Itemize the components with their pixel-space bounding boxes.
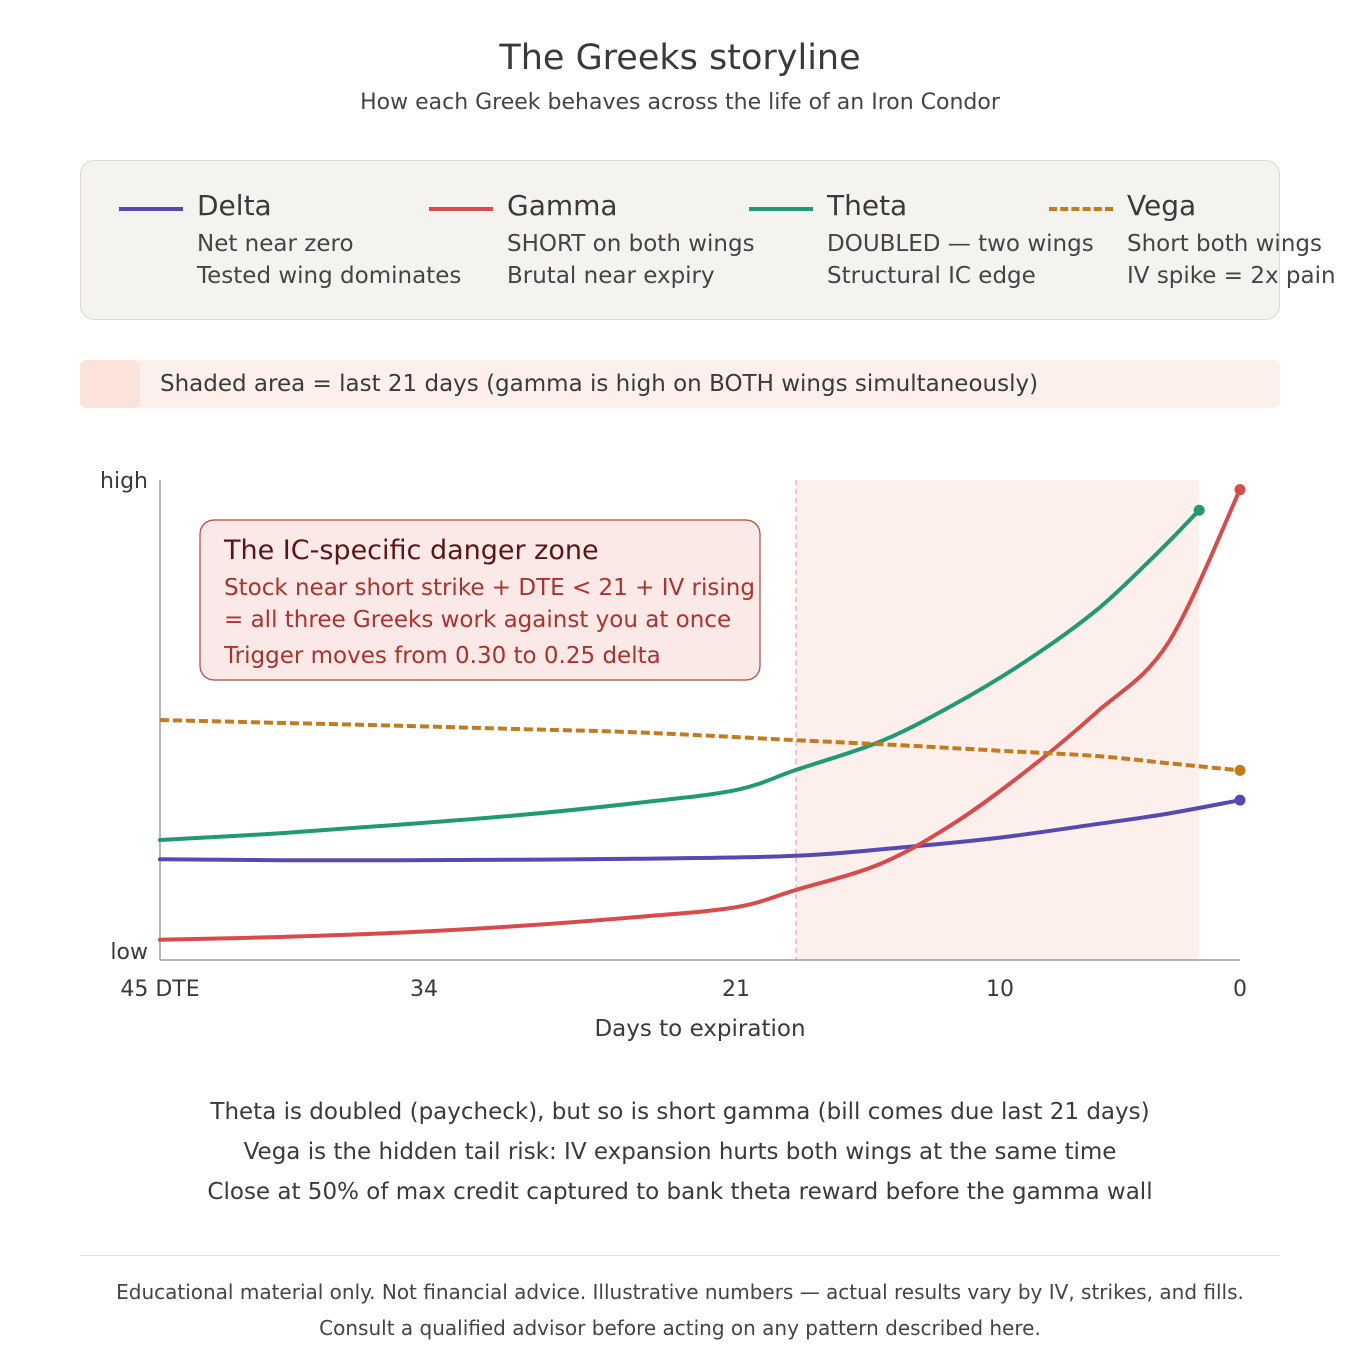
legend-desc-delta-2: Tested wing dominates bbox=[197, 263, 462, 289]
greeks-line-chart: high low 45 DTE 34 21 10 0 Days to expiration T… bbox=[100, 469, 1247, 1042]
danger-zone-title: The IC-specific danger zone bbox=[223, 535, 599, 566]
x-tick-label: 45 DTE bbox=[120, 977, 199, 1002]
legend-desc-gamma-2: Brutal near expiry bbox=[507, 263, 715, 289]
shaded-area-note: Shaded area = last 21 days (gamma is hig… bbox=[80, 360, 1280, 408]
page-title: The Greeks storyline bbox=[499, 38, 861, 78]
legend-desc-gamma-1: SHORT on both wings bbox=[507, 231, 755, 257]
legend-swatch-vega bbox=[1049, 207, 1113, 211]
danger-zone-line-3: Trigger moves from 0.30 to 0.25 delta bbox=[223, 643, 661, 669]
takeaway-note-1: Theta is doubled (paycheck), but so is s… bbox=[210, 1099, 1150, 1125]
takeaway-notes: Theta is doubled (paycheck), but so is s… bbox=[0, 1096, 1360, 1216]
y-axis-low-label: low bbox=[110, 940, 148, 965]
danger-zone-line-2: = all three Greeks work against you at o… bbox=[224, 607, 731, 633]
legend: Delta Net near zero Tested wing dominate… bbox=[80, 160, 1336, 320]
legend-swatch-theta bbox=[749, 207, 813, 211]
x-tick-label: 10 bbox=[986, 977, 1014, 1002]
y-axis-high-label: high bbox=[100, 469, 148, 494]
shaded-area-note-text: Shaded area = last 21 days (gamma is hig… bbox=[160, 371, 1039, 397]
shaded-last-21-days-region bbox=[796, 480, 1200, 960]
series-end-marker-vega bbox=[1234, 764, 1246, 776]
x-tick-label: 21 bbox=[722, 977, 750, 1002]
legend-desc-vega-1: Short both wings bbox=[1127, 231, 1322, 257]
legend-name-delta: Delta bbox=[197, 189, 272, 222]
legend-name-theta: Theta bbox=[827, 189, 908, 222]
page-subtitle: How each Greek behaves across the life o… bbox=[360, 90, 1000, 115]
legend-name-gamma: Gamma bbox=[507, 189, 618, 222]
legend-desc-vega-2: IV spike = 2x pain bbox=[1127, 263, 1336, 289]
series-line-gamma bbox=[158, 487, 1242, 942]
danger-zone-annotation-box bbox=[199, 519, 761, 681]
series-end-marker-delta bbox=[1234, 794, 1246, 806]
takeaway-note-2: Vega is the hidden tail risk: IV expansi… bbox=[243, 1139, 1117, 1165]
series-end-marker-gamma bbox=[1234, 484, 1246, 496]
legend-swatch-delta bbox=[119, 207, 183, 211]
x-tick-label: 34 bbox=[410, 977, 438, 1002]
series-end-marker-theta bbox=[1193, 504, 1205, 516]
disclaimer-line-1: Educational material only. Not financial… bbox=[116, 1280, 1244, 1304]
x-tick-label: 0 bbox=[1233, 977, 1247, 1002]
legend-desc-delta-1: Net near zero bbox=[197, 231, 354, 257]
footer-divider bbox=[80, 1255, 1280, 1256]
legend-desc-theta-2: Structural IC edge bbox=[827, 263, 1036, 289]
series-line-vega bbox=[159, 718, 1241, 773]
disclaimer-line-2: Consult a qualified advisor before actin… bbox=[319, 1316, 1041, 1340]
takeaway-note-3: Close at 50% of max credit captured to b… bbox=[207, 1179, 1153, 1205]
legend-desc-theta-1: DOUBLED — two wings bbox=[827, 231, 1094, 257]
series-line-delta bbox=[158, 798, 1242, 863]
x-axis-label: Days to expiration bbox=[594, 1016, 805, 1042]
shaded-area-swatch bbox=[80, 360, 140, 408]
danger-zone-line-1: Stock near short strike + DTE < 21 + IV … bbox=[224, 575, 755, 601]
legend-swatch-gamma bbox=[429, 207, 493, 211]
legend-name-vega: Vega bbox=[1127, 189, 1197, 222]
series-line-theta bbox=[158, 508, 1202, 842]
